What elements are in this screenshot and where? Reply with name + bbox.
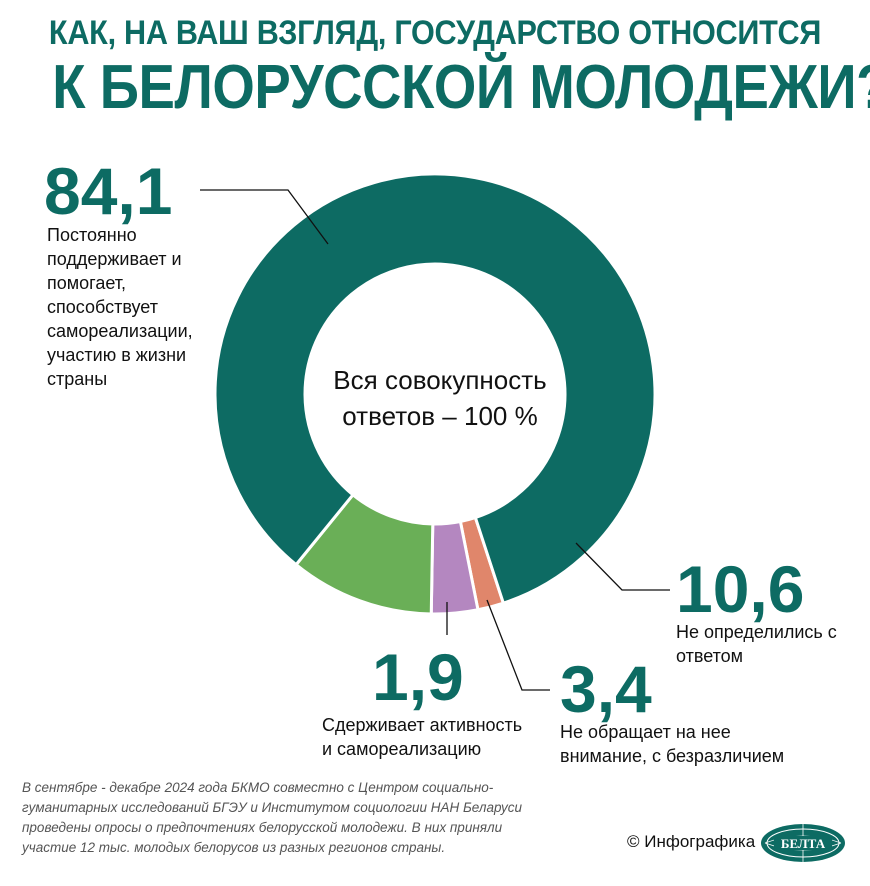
title-line-2: К БЕЛОРУССКОЙ МОЛОДЕЖИ? xyxy=(52,53,870,122)
logo-text: БЕЛТА xyxy=(781,836,826,851)
desc-line: Не обращает на нее xyxy=(560,722,731,742)
leader-supports xyxy=(200,189,329,245)
value-label-indifferent: 3,4 xyxy=(560,652,652,726)
desc-line: способствует xyxy=(47,297,158,317)
footnote: В сентябре - декабре 2024 года БКМО совм… xyxy=(22,780,523,855)
desc-line: и самореализацию xyxy=(322,739,482,759)
leader-undecided xyxy=(575,542,670,591)
desc-supports: Постоянно поддерживает и помогает, спосо… xyxy=(47,223,247,391)
desc-undecided: Не определились с ответом xyxy=(676,620,866,668)
slice-supports xyxy=(213,172,657,606)
desc-restrains: Сдерживает активность и самореализацию xyxy=(322,713,562,761)
center-label: Вся совокупность ответов – 100 % xyxy=(310,362,570,434)
desc-line: внимание, с безразличием xyxy=(560,746,785,766)
center-label-line-2: ответов – 100 % xyxy=(342,401,538,431)
desc-line: Не определились с xyxy=(676,622,837,642)
desc-line: страны xyxy=(47,369,108,389)
value-label-undecided: 10,6 xyxy=(676,552,805,626)
desc-indifferent: Не обращает на нее внимание, с безразлич… xyxy=(560,720,860,768)
value-label-supports: 84,1 xyxy=(44,154,173,228)
credit-text: © Инфографика xyxy=(627,832,756,851)
title-line-1: КАК, НА ВАШ ВЗГЛЯД, ГОСУДАРСТВО ОТНОСИТС… xyxy=(48,14,822,52)
value-label-restrains: 1,9 xyxy=(372,640,464,714)
center-label-line-1: Вся совокупность xyxy=(333,365,547,395)
desc-line: участию в жизни xyxy=(47,345,187,365)
desc-line: Постоянно xyxy=(47,225,137,245)
desc-line: самореализации, xyxy=(47,321,193,341)
desc-line: помогает, xyxy=(47,273,126,293)
desc-line: поддерживает и xyxy=(47,249,182,269)
desc-line: Сдерживает активность xyxy=(322,715,523,735)
leader-indifferent xyxy=(486,599,550,691)
desc-line: ответом xyxy=(676,646,744,666)
belta-logo: БЕЛТА xyxy=(761,824,845,862)
